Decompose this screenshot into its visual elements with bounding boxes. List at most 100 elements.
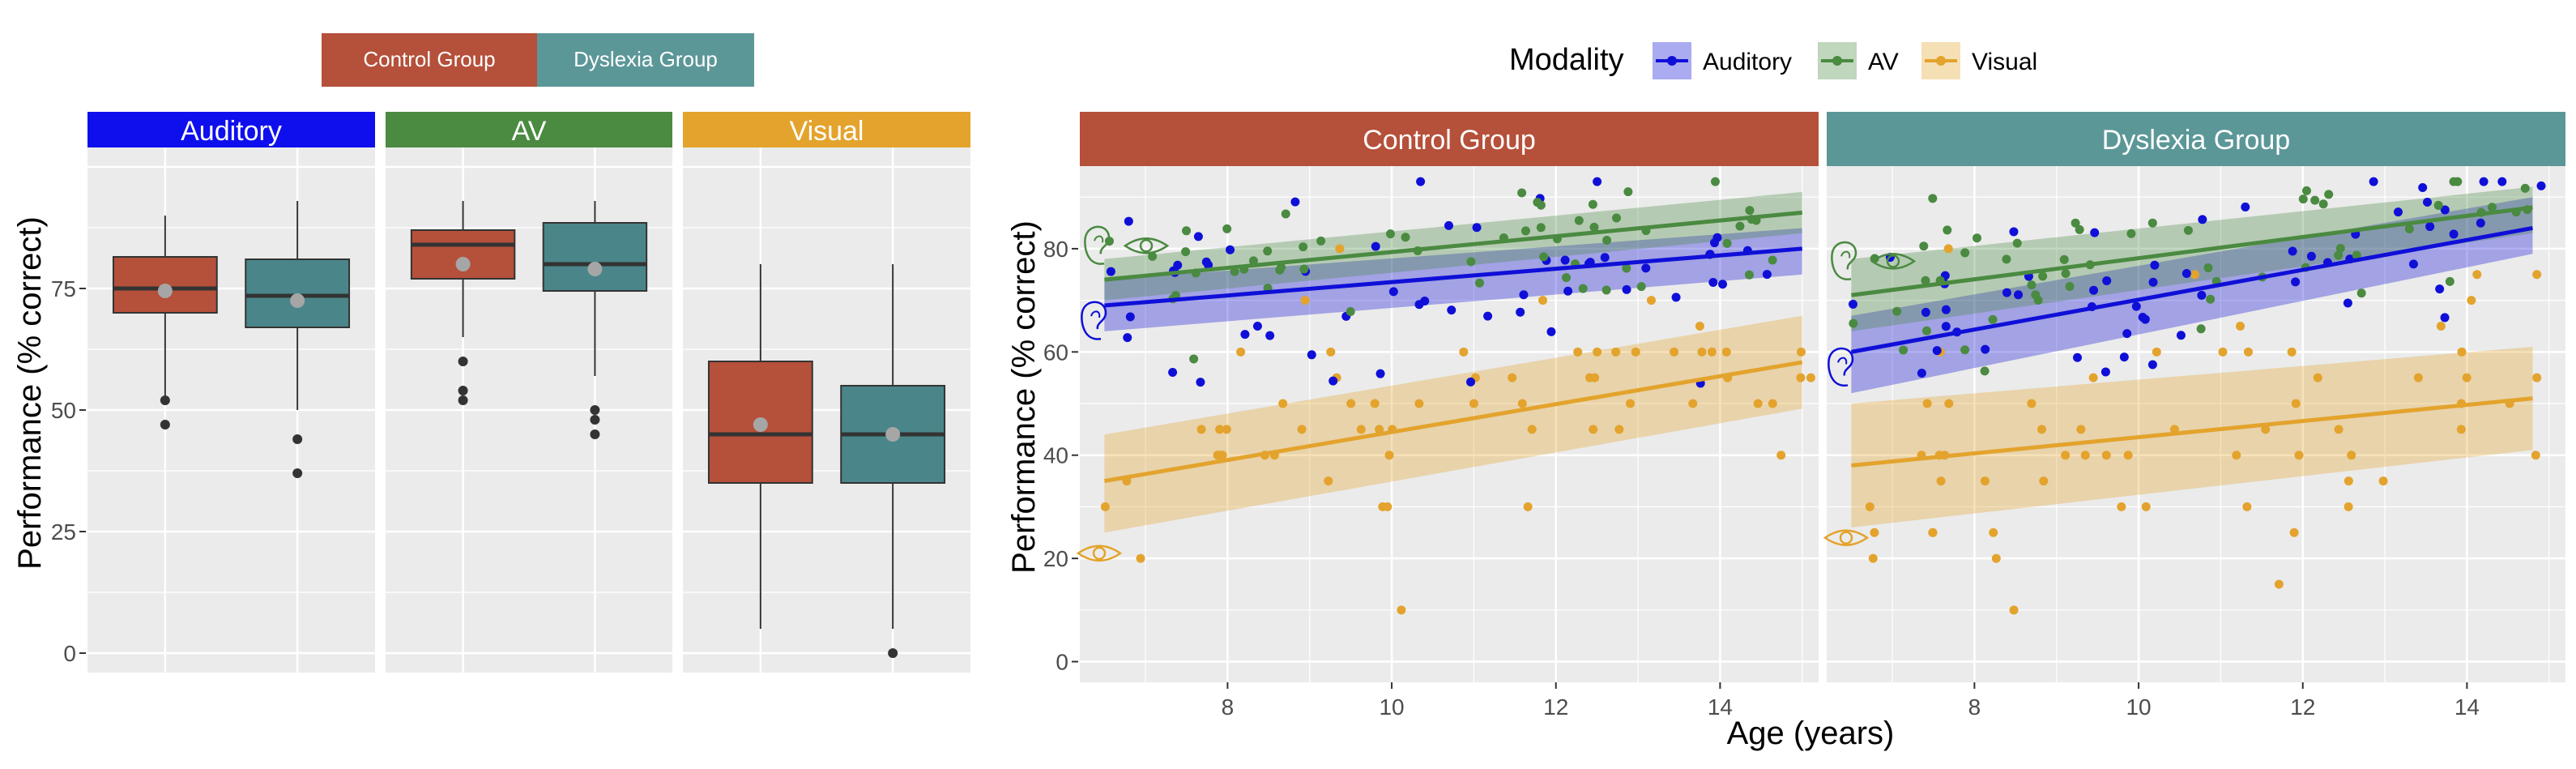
data-point-visual — [1707, 347, 1717, 357]
data-point-visual — [1236, 347, 1246, 357]
legend-key-point — [1667, 56, 1677, 66]
data-point-av — [2196, 324, 2206, 334]
data-point-visual — [1980, 476, 1990, 486]
ear-inner — [1094, 235, 1104, 243]
box-control — [707, 264, 813, 629]
data-point-auditory — [1472, 223, 1482, 233]
panel-strip-label: Control Group — [1363, 125, 1536, 156]
data-point-visual — [2378, 476, 2388, 486]
data-point-av — [2031, 290, 2041, 300]
data-point-av — [1517, 188, 1527, 198]
data-point-av — [1536, 200, 1546, 210]
data-point-visual — [1870, 528, 1879, 537]
data-point-auditory — [1466, 377, 1476, 387]
ear-icon — [1828, 347, 1854, 387]
data-point-av — [2206, 294, 2216, 304]
panel-strip-label: AV — [512, 116, 547, 147]
data-point-visual — [1943, 244, 1953, 254]
data-point-visual — [2344, 476, 2353, 486]
data-point-auditory — [1641, 263, 1651, 273]
data-point-av — [1919, 241, 1929, 251]
data-point-auditory — [2497, 177, 2507, 186]
data-point-visual — [1631, 347, 1640, 357]
box-dyslexia — [840, 264, 946, 658]
box-outlier — [160, 395, 170, 405]
data-point-auditory — [1196, 378, 1205, 387]
data-point-visual — [1384, 451, 1394, 460]
data-point-av — [1466, 257, 1476, 267]
data-point-av — [2298, 194, 2308, 204]
data-point-visual — [2274, 579, 2284, 589]
legend-key-label: Auditory — [1703, 49, 1792, 75]
data-point-visual — [1346, 399, 1356, 408]
data-point-visual — [1688, 399, 1698, 408]
data-point-visual — [2347, 451, 2356, 460]
data-point-auditory — [2014, 290, 2024, 300]
data-point-visual — [2190, 270, 2199, 280]
eye-icon — [1076, 545, 1123, 562]
data-point-av — [1181, 247, 1191, 257]
data-point-visual — [1697, 347, 1707, 357]
ear-icon — [1084, 225, 1111, 265]
data-point-av — [2445, 276, 2454, 286]
data-point-av — [1222, 224, 1232, 233]
data-point-auditory — [1941, 322, 1951, 331]
fit-line-av — [1104, 210, 1802, 282]
eye-iris — [1886, 254, 1900, 268]
legend-key-visual: Visual — [1921, 42, 2037, 79]
data-point-av — [2310, 195, 2320, 205]
scatter-x-tick-label: 12 — [1543, 694, 1568, 720]
ear-icon — [1081, 301, 1107, 340]
data-point-auditory — [2131, 301, 2141, 311]
scatter-x-tick-label: 12 — [2290, 694, 2315, 720]
modality-legend: Modality Auditory AV Visual — [1509, 42, 2037, 79]
data-point-visual — [1517, 399, 1527, 408]
data-point-av — [1973, 233, 1982, 243]
data-point-av — [1943, 225, 1952, 235]
box-outlier — [458, 386, 468, 395]
data-point-av — [1536, 223, 1546, 233]
data-point-av — [2061, 268, 2071, 278]
legend-label-control: Control Group — [363, 47, 495, 71]
data-point-visual — [1222, 425, 1231, 434]
data-point-av — [1612, 213, 1622, 223]
data-point-auditory — [2197, 290, 2207, 300]
data-point-av — [2334, 250, 2344, 260]
data-point-av — [1346, 307, 1355, 317]
data-point-auditory — [2440, 205, 2450, 215]
data-point-visual — [2027, 399, 2036, 408]
data-point-visual — [1944, 399, 1954, 408]
data-point-auditory — [2090, 228, 2100, 237]
data-point-visual — [1868, 553, 1878, 563]
data-point-visual — [1584, 373, 1594, 382]
eye-outline — [1076, 545, 1123, 562]
data-point-visual — [2457, 347, 2467, 357]
data-point-visual — [2472, 270, 2482, 280]
panel-strip-label: Visual — [790, 116, 864, 147]
fit-line-av — [1851, 205, 2533, 297]
ci-ribbon-auditory — [1104, 228, 1802, 331]
data-point-visual — [2117, 502, 2126, 511]
data-point-visual — [1414, 399, 1424, 408]
data-point-av — [2126, 229, 2136, 238]
data-point-av — [1277, 263, 1286, 272]
data-point-av — [1189, 354, 1199, 364]
data-point-av — [1636, 282, 1646, 292]
ci-ribbon-visual — [1851, 346, 2533, 528]
fit-line-auditory — [1104, 246, 1802, 308]
panel-strip-label: Dyslexia Group — [2102, 125, 2290, 156]
data-point-av — [1248, 256, 1258, 266]
data-point-av — [1474, 278, 1484, 288]
data-point-auditory — [2418, 183, 2428, 193]
data-point-av — [2335, 243, 2345, 253]
data-point-av — [1281, 209, 1290, 219]
box-dyslexia — [542, 201, 648, 439]
scatter-x-tick-label: 14 — [1708, 694, 1733, 720]
scatter-panel-dyslexia: Dyslexia Group 8 10 12 14 — [1823, 112, 2565, 720]
data-point-auditory — [1375, 369, 1385, 378]
data-point-auditory — [1125, 312, 1135, 322]
fit-line-visual — [1103, 360, 1803, 484]
data-point-visual — [1397, 605, 1406, 615]
panel-strip — [1827, 112, 2565, 166]
data-point-visual — [1670, 347, 1679, 357]
